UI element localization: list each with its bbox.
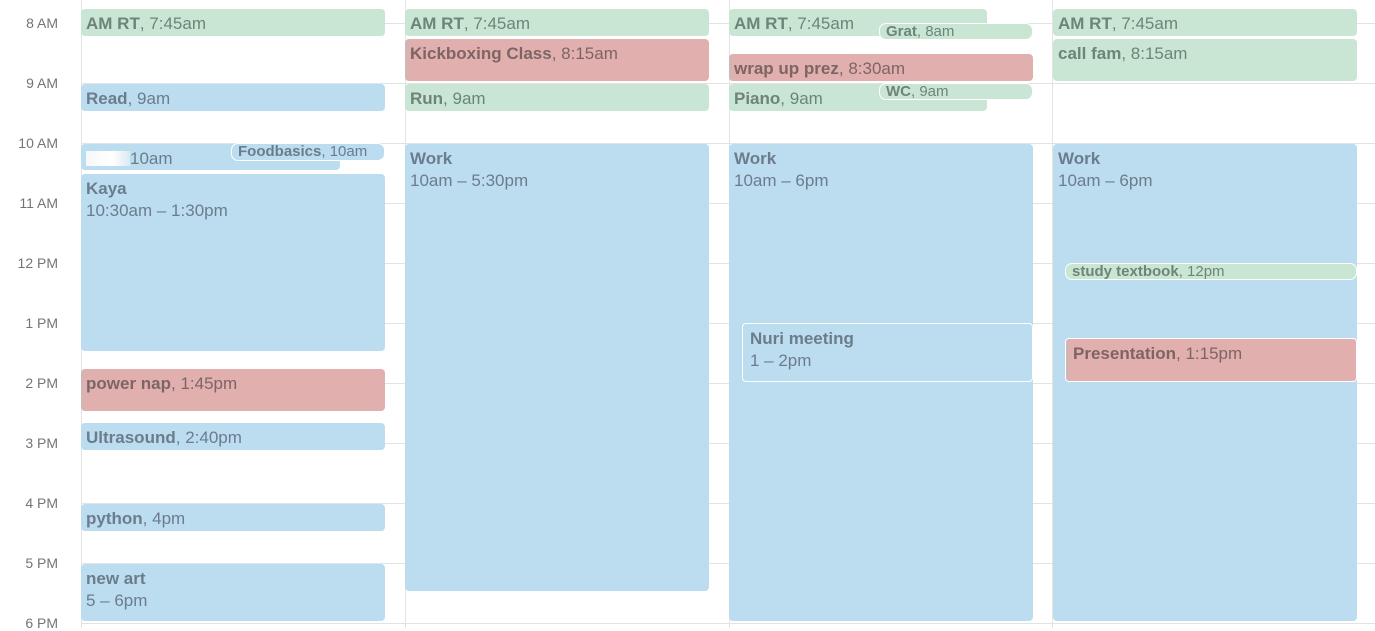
hour-label-12pm: 12 PM: [17, 255, 58, 271]
event-title: Kickboxing Class: [410, 44, 552, 63]
event-time: 10am: [130, 149, 173, 168]
hour-label-9am: 9 AM: [26, 75, 58, 91]
event-time: 9am: [789, 89, 823, 108]
gridline: [81, 203, 1375, 204]
redacted-title: [86, 151, 130, 166]
event-time: 9am: [452, 89, 486, 108]
event-title: power nap: [86, 374, 172, 393]
gridline: [81, 263, 1375, 264]
event-ultrasound[interactable]: Ultrasound, 2:40pm: [81, 423, 385, 450]
event-title: python: [86, 509, 143, 528]
hour-label-6pm: 6 PM: [25, 615, 58, 631]
event-title: Work: [734, 149, 777, 168]
event-work[interactable]: Work 10am – 6pm: [729, 144, 1033, 621]
event-grat[interactable]: Grat, 8am: [879, 23, 1033, 40]
event-wc[interactable]: WC, 9am: [879, 83, 1033, 100]
event-time: 1 – 2pm: [750, 351, 812, 370]
event-presentation[interactable]: Presentation, 1:15pm: [1065, 338, 1357, 382]
event-title: study textbook: [1072, 263, 1179, 280]
event-title: Nuri meeting: [750, 329, 854, 348]
gridline: [81, 563, 1375, 564]
event-time: 7:45am: [1121, 14, 1178, 33]
hour-label-11am: 11 AM: [19, 195, 58, 211]
hour-label-1pm: 1 PM: [25, 315, 58, 331]
event-time: 1:45pm: [180, 374, 238, 393]
hour-label-10am: 10 AM: [18, 135, 58, 151]
event-time: 5 – 6pm: [86, 591, 148, 610]
event-title: Run: [410, 89, 444, 108]
event-title: Presentation: [1073, 344, 1176, 363]
event-nuri-meeting[interactable]: Nuri meeting 1 – 2pm: [742, 323, 1033, 382]
hour-label-8am: 8 AM: [26, 15, 58, 31]
event-time: 8:15am: [561, 44, 618, 63]
event-title: Ultrasound: [86, 428, 176, 447]
event-time: 8:15am: [1130, 44, 1188, 63]
day-column-divider: [1052, 0, 1053, 628]
event-time: 9am: [919, 83, 949, 100]
event-time: 8:30am: [848, 59, 906, 78]
event-title: AM RT: [86, 14, 140, 33]
gridline: [81, 143, 1375, 144]
event-time: 4pm: [152, 509, 186, 528]
event-am-rt[interactable]: AM RT, 7:45am: [1053, 9, 1357, 36]
event-title: WC: [886, 83, 911, 100]
event-title: AM RT: [1058, 14, 1112, 33]
event-run[interactable]: Run, 9am: [405, 84, 709, 111]
event-time: 8am: [925, 23, 955, 40]
event-title: Kaya: [86, 179, 127, 198]
event-title: wrap up prez: [734, 59, 839, 78]
event-title: call fam: [1058, 44, 1122, 63]
event-am-rt[interactable]: AM RT, 7:45am: [81, 9, 385, 36]
event-kickboxing-class[interactable]: Kickboxing Class, 8:15am: [405, 39, 709, 81]
event-time: 7:45am: [797, 14, 854, 33]
event-call-fam[interactable]: call fam, 8:15am: [1053, 39, 1357, 81]
event-time: 10am – 6pm: [1058, 171, 1153, 190]
gridline: [81, 443, 1375, 444]
event-time: 7:45am: [473, 14, 530, 33]
event-time: 12pm: [1187, 263, 1225, 280]
event-title: Read: [86, 89, 128, 108]
event-kaya[interactable]: Kaya 10:30am – 1:30pm: [81, 174, 385, 351]
event-title: AM RT: [734, 14, 788, 33]
event-study-textbook[interactable]: study textbook, 12pm: [1065, 263, 1357, 280]
event-foodbasics[interactable]: Foodbasics, 10am: [231, 143, 385, 161]
event-work[interactable]: Work 10am – 6pm: [1053, 144, 1357, 621]
event-title: AM RT: [410, 14, 464, 33]
hour-label-4pm: 4 PM: [25, 495, 58, 511]
event-time: 10am: [329, 143, 368, 160]
event-python[interactable]: python, 4pm: [81, 504, 385, 531]
gridline: [81, 503, 1375, 504]
event-wrap-up-prez[interactable]: wrap up prez, 8:30am: [729, 54, 1033, 81]
event-power-nap[interactable]: power nap, 1:45pm: [81, 369, 385, 411]
event-title: Grat: [886, 23, 917, 40]
event-new-art[interactable]: new art 5 – 6pm: [81, 564, 385, 621]
hour-label-2pm: 2 PM: [25, 375, 58, 391]
gridline: [81, 383, 1375, 384]
event-time: 2:40pm: [185, 428, 242, 447]
gridline: [81, 23, 1375, 24]
event-time: 10am – 5:30pm: [410, 171, 529, 190]
gridline: [81, 623, 1375, 624]
hour-label-3pm: 3 PM: [25, 435, 58, 451]
event-time: 7:45am: [149, 14, 206, 33]
event-time: 9am: [137, 89, 171, 108]
event-am-rt[interactable]: AM RT, 7:45am: [405, 9, 709, 36]
event-title: new art: [86, 569, 146, 588]
event-time: 10:30am – 1:30pm: [86, 201, 228, 220]
event-title: Work: [1058, 149, 1101, 168]
event-work[interactable]: Work 10am – 5:30pm: [405, 144, 709, 591]
event-title: Foodbasics: [238, 143, 322, 160]
event-read[interactable]: Read, 9am: [81, 84, 385, 111]
event-title: Work: [410, 149, 453, 168]
event-title: Piano: [734, 89, 781, 108]
hour-label-5pm: 5 PM: [25, 555, 58, 571]
gridline: [81, 323, 1375, 324]
event-time: 1:15pm: [1185, 344, 1243, 363]
gridline: [81, 83, 1375, 84]
event-time: 10am – 6pm: [734, 171, 829, 190]
